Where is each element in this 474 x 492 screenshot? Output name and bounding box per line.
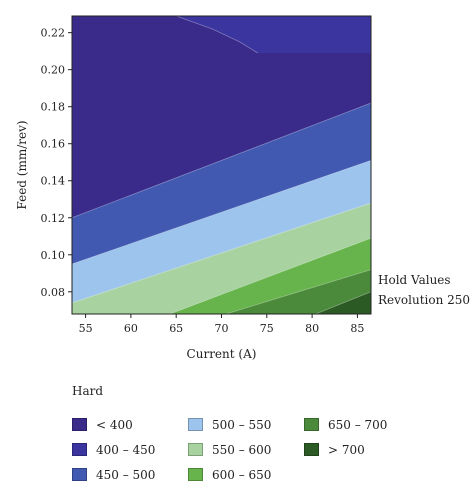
legend-item: > 700 [304,437,420,462]
y-tick-label: 0.20 [41,64,66,77]
legend-label: 500 – 550 [212,417,272,432]
legend-swatch [304,418,319,431]
x-tick-label: 55 [79,322,93,335]
x-tick-label: 70 [215,322,229,335]
legend-label: < 400 [96,417,133,432]
y-tick-label: 0.16 [41,138,66,151]
x-tick-label: 60 [124,322,138,335]
legend-item: 500 – 550 [188,412,304,437]
legend-item: < 400 [72,412,188,437]
contour-line-650 [225,269,372,315]
contour-line-600 [169,237,372,315]
contour-lines [71,15,372,315]
band-gt-700 [315,291,371,314]
contour-plot: 55 60 65 70 75 80 85 0.080.100.120.140.160.180… [15,15,470,361]
contour-bands [72,16,371,314]
legend-swatch [188,468,203,481]
y-tick-label: 0.08 [41,286,66,299]
legend-item: 650 – 700 [304,412,420,437]
legend-items: < 400 400 – 450 450 – 500 500 – 550 550 – 60… [72,412,452,487]
band-400-450 [176,16,371,54]
y-tick-label: 0.22 [41,27,66,40]
y-tick-label: 0.18 [41,101,66,114]
legend-label: 600 – 650 [212,467,272,482]
legend-swatch [72,418,87,431]
contour-line-400 [176,15,258,54]
y-tick-label: 0.12 [41,212,66,225]
legend-label: > 700 [328,442,365,457]
x-tick-label: 85 [350,322,364,335]
x-tick-label: 75 [260,322,274,335]
legend-label: 450 – 500 [96,467,156,482]
legend-swatch [72,468,87,481]
legend-title: Hard [72,384,104,398]
legend-item: 550 – 600 [188,437,304,462]
contour-line-500 [71,159,372,265]
y-tick-label: 0.10 [41,249,66,262]
legend: Hard < 400 400 – 450 450 – 500 500 – 550 550… [72,384,452,487]
legend-label: 550 – 600 [212,442,272,457]
x-tick-label: 65 [169,322,183,335]
hold-values-title: Hold Values [378,273,451,287]
hold-values-revolution: Revolution 250 [378,293,470,307]
y-tick-label: 0.14 [41,175,66,188]
legend-swatch [188,443,203,456]
legend-swatch [304,443,319,456]
y-axis-ticks: 0.08 0.10 0.12 0.14 0.16 0.18 0.20 0.22 [41,27,72,299]
legend-item: 400 – 450 [72,437,188,462]
x-axis-title: Current (A) [187,347,257,361]
x-tick-label: 80 [305,322,319,335]
contour-line-700 [315,291,372,315]
legend-item: 600 – 650 [188,462,304,487]
legend-label: 400 – 450 [96,442,156,457]
legend-swatch [188,418,203,431]
contour-line-550 [71,202,372,304]
legend-label: 650 – 700 [328,417,388,432]
contour-line-450 [71,102,372,219]
band-650-700 [226,269,371,314]
legend-swatch [72,443,87,456]
y-axis-title: Feed (mm/rev) [15,120,29,209]
x-axis-ticks: 55 60 65 70 75 80 85 [79,314,364,335]
legend-item: 450 – 500 [72,462,188,487]
